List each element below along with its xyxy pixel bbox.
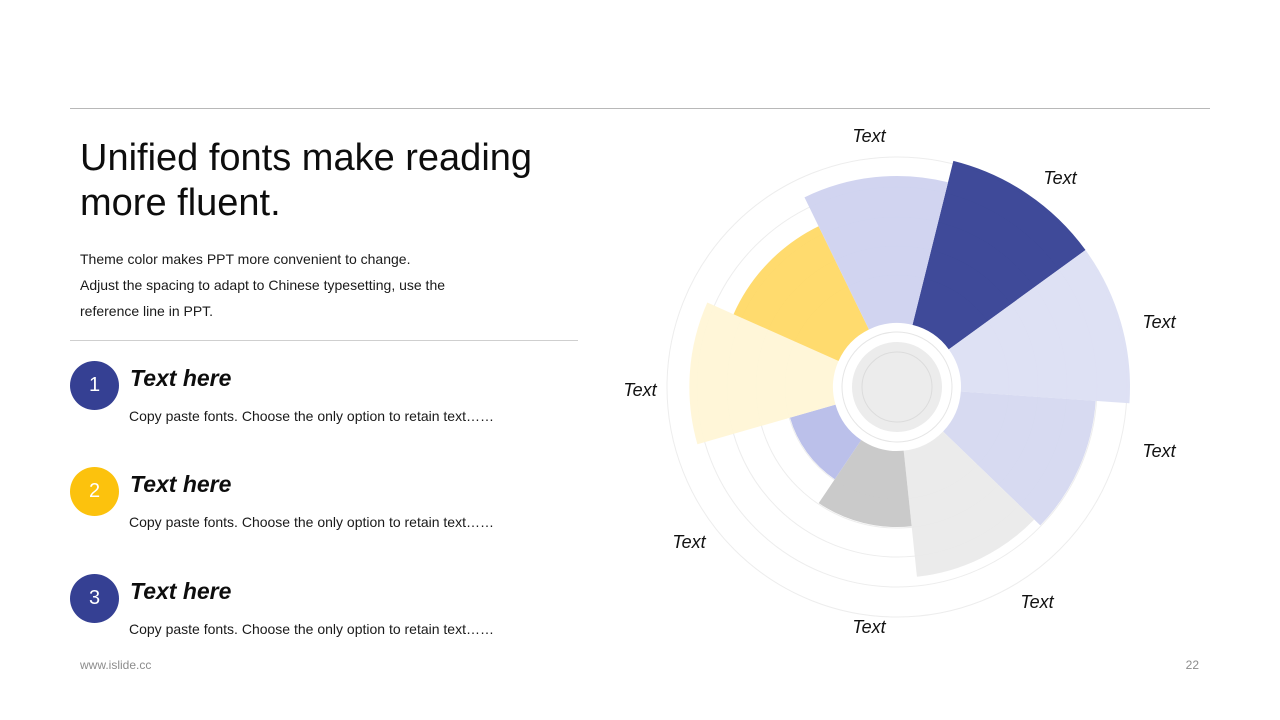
list-item-2: 2 Text here Copy paste fonts. Choose the… (70, 467, 590, 530)
item-title-3: Text here (130, 578, 232, 604)
polar-bar-chart: Text Text Text Text Text Text Text Text (623, 126, 1176, 637)
sector-4 (903, 431, 1035, 577)
category-label-2: Text (1043, 168, 1077, 188)
item-title-1: Text here (130, 365, 232, 391)
category-label-1: Text (852, 126, 886, 146)
description-line-2: Adjust the spacing to adapt to Chinese t… (80, 277, 446, 293)
list-item-3: 3 Text here Copy paste fonts. Choose the… (70, 574, 590, 637)
inner-ring (841, 331, 953, 443)
description-line-1: Theme color makes PPT more convenient to… (80, 251, 411, 267)
description: Theme color makes PPT more convenient to… (80, 246, 500, 324)
description-line-3: reference line in PPT. (80, 303, 214, 319)
sector-6 (789, 404, 862, 480)
item-text-2: Copy paste fonts. Choose the only option… (129, 514, 494, 530)
item-text-3: Copy paste fonts. Choose the only option… (129, 621, 494, 637)
sector-5 (818, 440, 912, 528)
number-badge-3: 3 (70, 574, 119, 623)
number-badge-1: 1 (70, 361, 119, 410)
sector-2 (948, 250, 1130, 404)
slide-title: Unified fonts make reading more fluent. (80, 137, 533, 224)
category-label-7: Text (672, 532, 706, 552)
center-disc (852, 342, 942, 432)
number-badge-2: 2 (70, 467, 119, 516)
sector-7 (689, 302, 839, 445)
footer-website: www.islide.cc (80, 658, 152, 672)
center-disc-ring (861, 351, 933, 423)
category-label-6: Text (852, 617, 886, 637)
category-label-5: Text (1020, 592, 1054, 612)
page-number: 22 (1185, 658, 1199, 672)
category-label-3: Text (1142, 312, 1176, 332)
sector-9 (804, 175, 949, 330)
item-text-1: Copy paste fonts. Choose the only option… (129, 408, 494, 424)
sector-3 (943, 391, 1096, 526)
sector-1 (912, 160, 1086, 350)
category-label-4: Text (1142, 441, 1176, 461)
top-divider (70, 108, 1210, 109)
section-divider (70, 340, 578, 341)
sector-8 (733, 226, 869, 361)
list-item-1: 1 Text here Copy paste fonts. Choose the… (70, 361, 590, 424)
category-label-8: Text (623, 380, 657, 400)
item-title-2: Text here (130, 471, 232, 497)
